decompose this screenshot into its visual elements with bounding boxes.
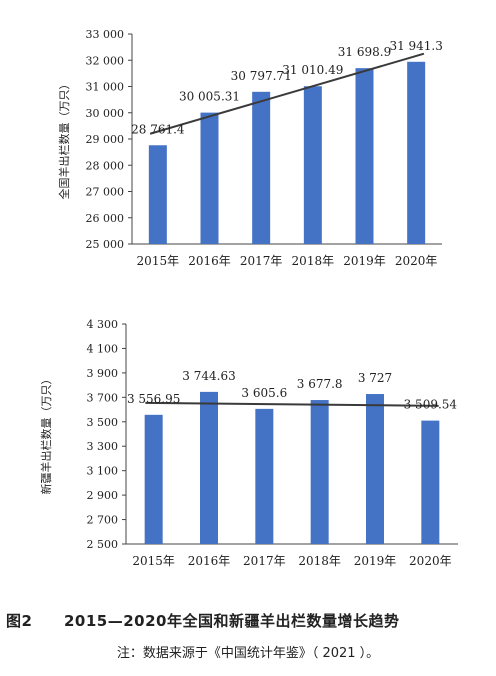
national-bar — [200, 112, 219, 244]
xinjiang-y-tick-label: 4 300 — [87, 318, 119, 331]
national-bar — [148, 145, 167, 244]
xinjiang-data-label: 3 509.54 — [404, 398, 458, 412]
national-x-tick-label: 2015年 — [137, 254, 180, 268]
national-y-tick-label: 27 000 — [86, 186, 125, 199]
xinjiang-data-label: 3 677.8 — [297, 377, 343, 391]
xinjiang-sheep-chart: 2 500 2 700 2 900 3 100 3 300 3 500 3 700 3 900… — [0, 308, 496, 570]
xinjiang-y-tick-label: 3 500 — [87, 416, 119, 429]
national-data-label: 31 010.49 — [282, 63, 343, 77]
national-y-tick-label: 28 000 — [86, 159, 125, 172]
national-x-tick-label: 2017年 — [240, 254, 283, 268]
xinjiang-data-label: 3 605.6 — [241, 386, 287, 400]
xinjiang-x-tick-label: 2017年 — [243, 554, 286, 568]
national-sheep-chart-svg: 25 000 26 000 27 000 28 000 29 000 30 000 31 0… — [57, 28, 443, 268]
xinjiang-x-tick-label: 2020年 — [409, 554, 452, 568]
xinjiang-bar — [366, 394, 384, 544]
national-y-tick-label: 29 000 — [86, 133, 125, 146]
national-sheep-chart: 25 000 26 000 27 000 28 000 29 000 30 000 31 0… — [0, 18, 496, 283]
figure-title: 2015—2020年全国和新疆羊出栏数量增长趋势 — [64, 612, 400, 630]
xinjiang-data-label: 3 727 — [358, 371, 392, 385]
xinjiang-y-tick-label: 2 900 — [87, 489, 119, 502]
national-x-tick-label: 2018年 — [292, 254, 335, 268]
national-data-label: 31 941.3 — [389, 39, 442, 53]
xinjiang-x-tick-label: 2015年 — [132, 554, 175, 568]
xinjiang-y-tick-label: 3 900 — [87, 367, 119, 380]
national-y-tick-label: 26 000 — [86, 212, 125, 225]
xinjiang-y-tick-label: 2 700 — [87, 514, 119, 527]
xinjiang-bar — [421, 420, 440, 544]
xinjiang-x-tick-label: 2019年 — [354, 554, 397, 568]
xinjiang-trend-line — [145, 401, 439, 407]
xinjiang-data-label: 3 744.63 — [182, 369, 235, 383]
national-y-axis-title: 全国羊出栏数量（万只） — [57, 79, 71, 200]
xinjiang-y-tick-label: 2 500 — [87, 538, 119, 551]
xinjiang-y-tick-label: 3 300 — [87, 440, 119, 453]
figure-caption: 图2 2015—2020年全国和新疆羊出栏数量增长趋势 — [0, 606, 496, 632]
national-data-label: 28 761.4 — [131, 122, 185, 136]
national-trend-line — [149, 52, 425, 135]
xinjiang-y-tick-label: 3 100 — [87, 465, 119, 478]
national-data-label: 30 005.31 — [179, 90, 240, 104]
xinjiang-x-tick-label: 2018年 — [298, 554, 341, 568]
national-x-tick-label: 2020年 — [395, 254, 438, 268]
national-y-tick-label: 30 000 — [86, 107, 125, 120]
xinjiang-x-tick-label: 2016年 — [188, 554, 231, 568]
national-y-tick-label: 31 000 — [86, 81, 125, 94]
national-y-tick-label: 32 000 — [86, 54, 125, 67]
xinjiang-sheep-chart-svg: 2 500 2 700 2 900 3 100 3 300 3 500 3 700 3 900… — [39, 318, 458, 568]
xinjiang-data-label: 3 556.95 — [127, 392, 180, 406]
national-y-tick-label: 33 000 — [86, 28, 125, 41]
source-note: 注：数据来源于《中国统计年鉴》（ 2021 ）。 — [116, 646, 380, 661]
xinjiang-bar — [310, 400, 329, 544]
national-bar — [252, 91, 271, 244]
national-bar — [355, 68, 374, 244]
xinjiang-y-tick-label: 4 100 — [87, 342, 119, 355]
xinjiang-bar — [144, 414, 163, 544]
national-bar — [407, 61, 426, 244]
xinjiang-y-tick-label: 3 700 — [87, 391, 119, 404]
xinjiang-y-axis-title: 新疆羊出栏数量（万只） — [39, 374, 53, 495]
xinjiang-bar — [255, 408, 274, 544]
xinjiang-bar — [200, 391, 218, 544]
national-y-tick-label: 25 000 — [86, 238, 125, 251]
national-data-label: 30 797.71 — [231, 69, 292, 83]
national-bar — [303, 86, 322, 244]
figure-label: 图2 — [6, 612, 33, 630]
national-x-tick-label: 2016年 — [188, 254, 231, 268]
national-data-label: 31 698.9 — [338, 45, 391, 59]
national-x-tick-label: 2019年 — [343, 254, 386, 268]
